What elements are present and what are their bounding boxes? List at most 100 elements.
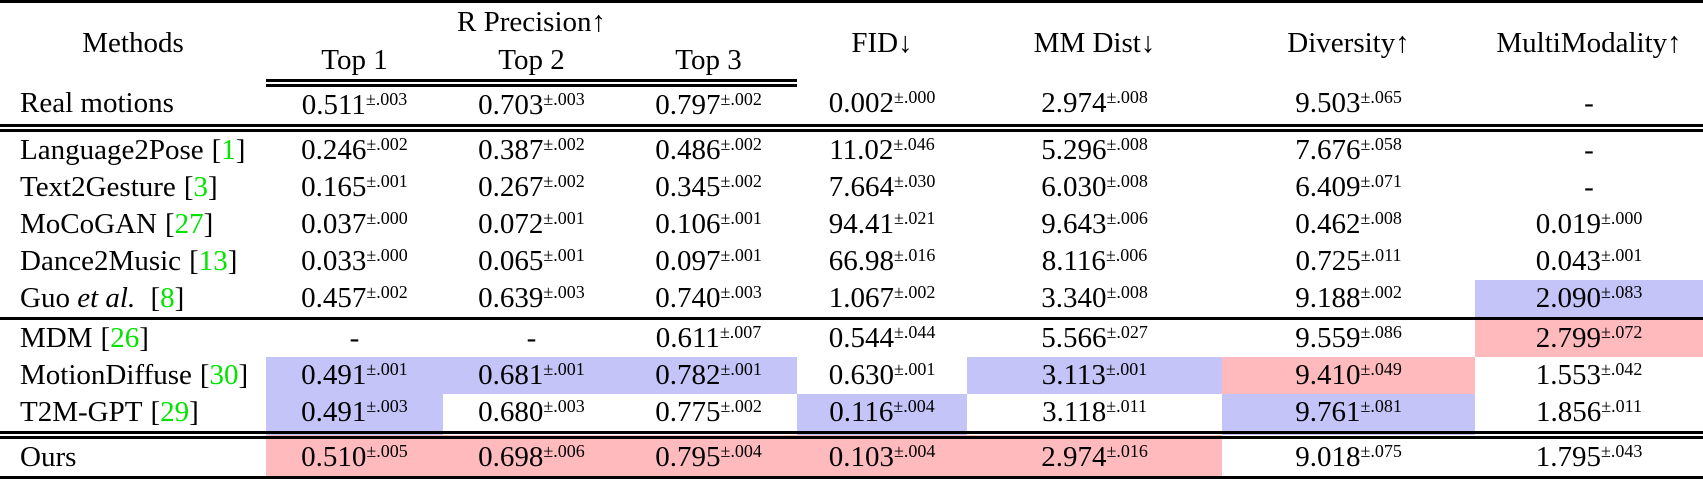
- cell-top3: 0.097±.001: [655, 245, 762, 277]
- method-name: Language2Pose: [20, 134, 204, 166]
- citation: [30]: [199, 359, 249, 391]
- cell-top3: 0.797±.002: [620, 83, 798, 132]
- cell-method: MDM [26]: [0, 319, 266, 358]
- cell-multimodality: 2.090±.083: [1475, 280, 1703, 320]
- col-header-multimodality: MultiModality↑: [1496, 26, 1682, 59]
- cell-top1: 0.037±.000: [301, 208, 408, 240]
- cell-fid: 1.067±.002: [797, 280, 968, 320]
- row-mdm: MDM [26] - - 0.611±.007 0.544±.044 5.566±…: [0, 318, 1703, 358]
- cell-diversity: 9.410±.049: [1222, 357, 1476, 394]
- cell-top2: -: [526, 322, 537, 354]
- col-header-r-precision: R Precision↑: [456, 5, 607, 38]
- cell-fid: 0.544±.044: [828, 322, 936, 354]
- cell-top1: 0.165±.001: [301, 171, 408, 203]
- cell-top3: 0.795±.004: [620, 435, 798, 478]
- cell-multimodality: 0.019±.000: [1535, 208, 1643, 240]
- row-real-motions: Real motions 0.511±.003 0.703±.003 0.797…: [0, 83, 1703, 132]
- cell-top3: 0.611±.007: [655, 322, 762, 354]
- col-header-top2: Top 2: [443, 41, 620, 87]
- row-language2pose: Language2Pose [1] 0.246±.002 0.387±.002 0…: [0, 128, 1703, 169]
- cell-top2: 0.698±.006: [443, 435, 620, 478]
- col-header-mm-dist: MM Dist↓: [1033, 26, 1156, 59]
- method-name: MotionDiffuse: [20, 359, 192, 391]
- cell-top2: 0.387±.002: [478, 134, 585, 166]
- cell-fid: 11.02±.046: [829, 134, 935, 166]
- cell-diversity: 0.462±.008: [1295, 208, 1402, 240]
- method-name: Real motions: [20, 87, 174, 119]
- col-header-diversity: Diversity↑: [1287, 26, 1410, 59]
- cell-top3: 0.775±.002: [620, 394, 798, 439]
- cell-top1: 0.511±.003: [266, 83, 443, 132]
- cell-mm-dist: 6.030±.008: [1041, 171, 1148, 203]
- method-name: Ours: [20, 441, 77, 473]
- cell-top3: 0.486±.002: [655, 134, 762, 166]
- cell-mm-dist: 2.974±.008: [967, 83, 1223, 132]
- citation: [1]: [211, 134, 246, 166]
- citation: [26]: [100, 322, 149, 354]
- method-name: Dance2Music: [20, 245, 182, 277]
- cell-diversity: 9.018±.075: [1295, 441, 1402, 473]
- col-header-top3: Top 3: [620, 41, 798, 87]
- cell-method: Language2Pose [1]: [0, 128, 266, 169]
- row-mocogan: MoCoGAN [27] 0.037±.000 0.072±.001 0.106±…: [0, 206, 1703, 243]
- cell-diversity: 7.676±.058: [1295, 134, 1402, 166]
- cell-mm-dist: 2.974±.016: [967, 435, 1223, 478]
- col-header-top1: Top 1: [266, 41, 443, 87]
- cell-diversity: 9.761±.081: [1222, 394, 1476, 439]
- cell-multimodality: 1.856±.011: [1475, 394, 1703, 439]
- cell-top1: 0.457±.002: [266, 280, 443, 320]
- cell-method: MotionDiffuse [30]: [0, 357, 266, 394]
- cell-top3: 0.345±.002: [655, 171, 762, 203]
- cell-multimodality: -: [1584, 134, 1594, 166]
- cell-fid: 0.116±.004: [797, 394, 968, 439]
- cell-mm-dist: 3.118±.011: [967, 394, 1223, 439]
- cell-method: Text2Gesture [3]: [0, 169, 266, 206]
- cell-top1: -: [349, 322, 360, 354]
- row-text2gesture: Text2Gesture [3] 0.165±.001 0.267±.002 0.…: [0, 169, 1703, 206]
- cell-multimodality: 2.799±.072: [1475, 318, 1703, 357]
- cell-diversity: 0.725±.011: [1295, 245, 1402, 277]
- cell-top2: 0.680±.003: [443, 394, 620, 439]
- cell-multimodality: 1.553±.042: [1535, 359, 1643, 391]
- row-ours: Ours 0.510±.005 0.698±.006 0.795±.004 0.…: [0, 435, 1703, 478]
- cell-fid: 94.41±.021: [828, 208, 936, 240]
- cell-mm-dist: 8.116±.006: [1041, 245, 1148, 277]
- cell-method: Guo et al. [8]: [0, 280, 266, 320]
- method-name: Guo: [20, 282, 78, 314]
- cell-top2: 0.267±.002: [478, 171, 585, 203]
- cell-multimodality: -: [1584, 171, 1594, 203]
- cell-top2: 0.639±.003: [443, 280, 620, 320]
- cell-fid: 7.664±.030: [828, 171, 936, 203]
- header-row-sub: Top 1 Top 2 Top 3: [0, 41, 1703, 87]
- cell-mm-dist: 3.340±.008: [967, 280, 1223, 320]
- citation: [13]: [189, 245, 238, 277]
- row-guo-et-al: Guo et al. [8] 0.457±.002 0.639±.003 0.7…: [0, 280, 1703, 320]
- citation: [27]: [164, 208, 214, 240]
- method-name: MoCoGAN: [20, 208, 157, 240]
- cell-diversity: 9.503±.065: [1222, 83, 1476, 132]
- cell-method: Real motions: [0, 83, 266, 132]
- cell-diversity: 9.559±.086: [1295, 322, 1402, 354]
- cell-fid: 0.002±.000: [797, 83, 968, 132]
- cell-top1: 0.510±.005: [266, 435, 443, 478]
- cell-top3: 0.740±.003: [620, 280, 798, 320]
- cell-fid: 0.103±.004: [797, 435, 968, 478]
- cell-mm-dist: 9.643±.006: [1041, 208, 1148, 240]
- citation: [29]: [150, 396, 199, 428]
- row-motiondiffuse: MotionDiffuse [30] 0.491±.001 0.681±.001 …: [0, 357, 1703, 394]
- cell-top1: 0.491±.003: [266, 394, 443, 439]
- col-header-methods: Methods: [82, 26, 184, 59]
- cell-mm-dist: 5.566±.027: [1041, 322, 1148, 354]
- cell-top2: 0.681±.001: [443, 357, 620, 394]
- cell-diversity: 6.409±.071: [1295, 171, 1402, 203]
- cell-method: Dance2Music [13]: [0, 243, 266, 280]
- cell-fid: 0.630±.001: [828, 359, 936, 391]
- citation: [3]: [183, 171, 218, 203]
- cell-top1: 0.033±.000: [301, 245, 408, 277]
- cell-fid: 66.98±.016: [828, 245, 936, 277]
- cell-multimodality: -: [1475, 83, 1703, 132]
- header-row-group: Methods R Precision↑ FID↓ MM Dist↓ Diver…: [0, 2, 1703, 59]
- method-name: MDM: [20, 322, 93, 354]
- cell-top3: 0.106±.001: [655, 208, 762, 240]
